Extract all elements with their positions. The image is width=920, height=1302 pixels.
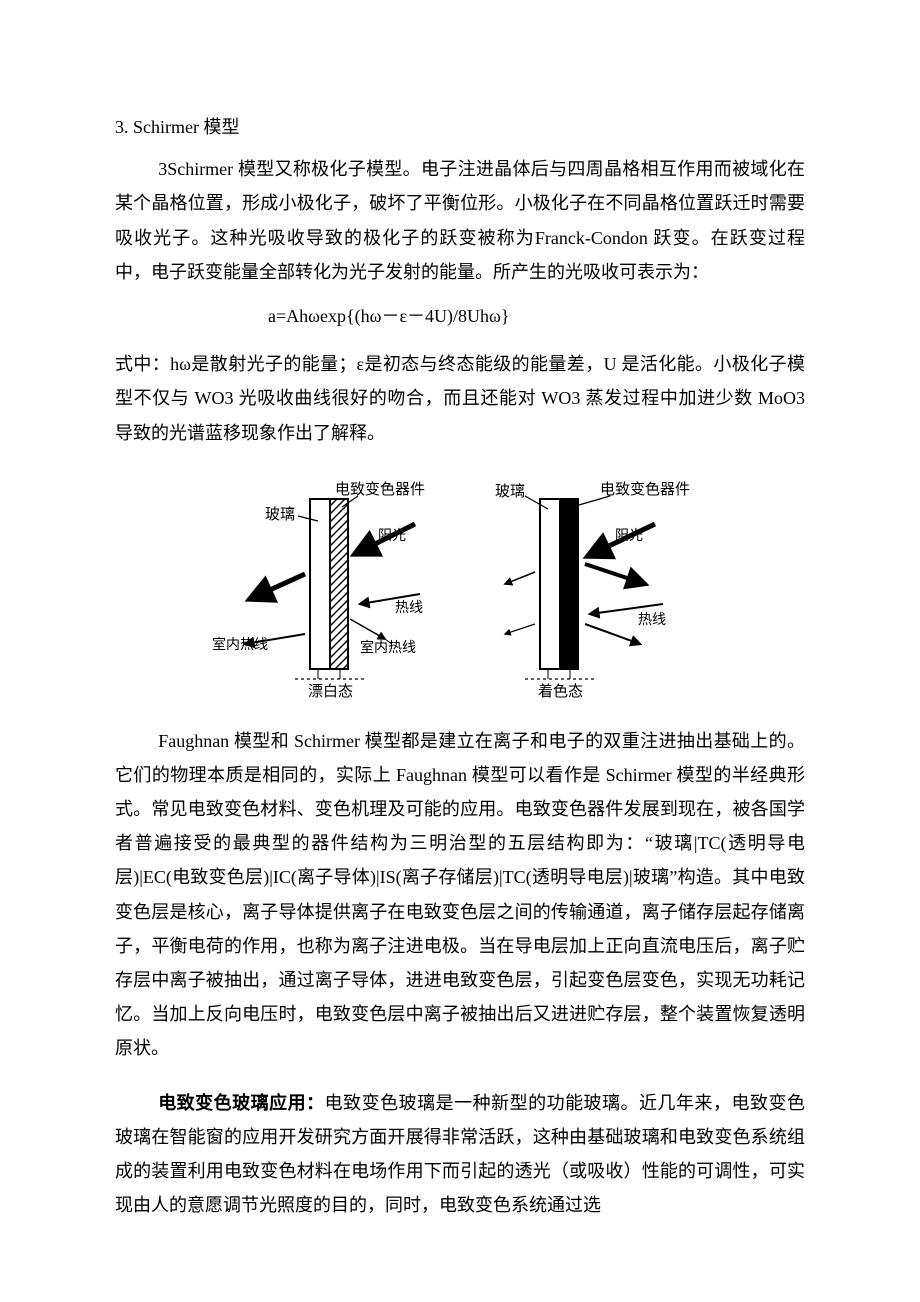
section-title: 3. Schirmer 模型 — [115, 110, 805, 144]
formula-description: 式中：hω是散射光子的能量；ε是初态与终态能级的能量差，U 是活化能。小极化子模… — [115, 347, 805, 450]
label-heat-right: 热线 — [638, 612, 666, 628]
label-colored: 着色态 — [538, 683, 583, 700]
label-sun-right: 阳光 — [615, 528, 643, 544]
electrochromic-diagram: 玻璃 电致变色器件 阳光 热线 室内热线 室内热线 漂白态 — [210, 474, 710, 704]
label-ecd-left: 电致变色器件 — [335, 481, 425, 498]
intro-paragraph: 3Schirmer 模型又称极化子模型。电子注进晶体后与四周晶格相互作用而被域化… — [115, 152, 805, 289]
application-paragraph: 电致变色玻璃应用：电致变色玻璃是一种新型的功能玻璃。近几年来，电致变色玻璃在智能… — [115, 1086, 805, 1223]
label-bleach: 漂白态 — [308, 683, 353, 700]
label-indoorheat-leftout: 室内热线 — [212, 636, 268, 653]
body-paragraph: Faughnan 模型和 Schirmer 模型都是建立在离子和电子的双重注进抽… — [115, 724, 805, 1066]
label-ecd-right: 电致变色器件 — [600, 481, 690, 498]
formula: a=Ahωexp{(hω－ε－4U)/8Uhω} — [115, 299, 805, 333]
label-sun-left: 阳光 — [378, 528, 406, 544]
figure-container: 玻璃 电致变色器件 阳光 热线 室内热线 室内热线 漂白态 — [115, 474, 805, 704]
application-title: 电致变色玻璃应用： — [158, 1093, 324, 1113]
label-glass-right: 玻璃 — [495, 483, 525, 500]
label-heat-left: 热线 — [395, 600, 423, 616]
label-glass-left: 玻璃 — [265, 506, 295, 523]
